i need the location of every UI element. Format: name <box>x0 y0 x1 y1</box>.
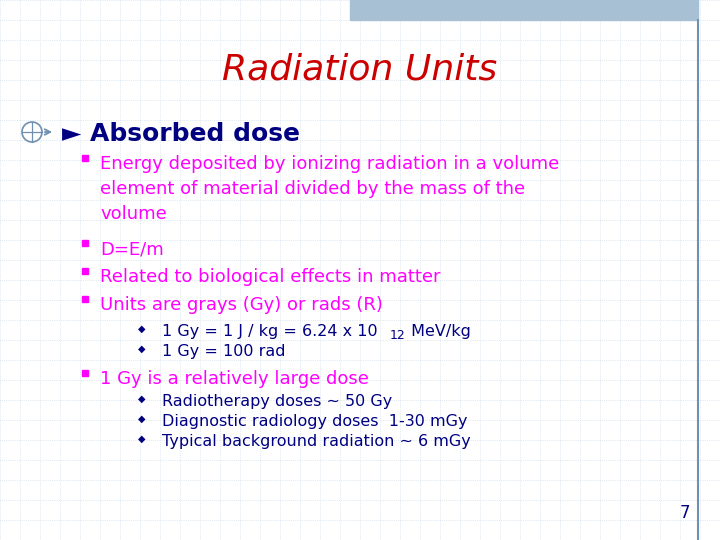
Text: D=E/m: D=E/m <box>100 240 163 258</box>
Text: ◆: ◆ <box>138 434 145 444</box>
Bar <box>82 370 88 376</box>
Text: Typical background radiation ∼ 6 mGy: Typical background radiation ∼ 6 mGy <box>162 434 471 449</box>
Text: Diagnostic radiology doses  1-30 mGy: Diagnostic radiology doses 1-30 mGy <box>162 414 467 429</box>
Text: ► Absorbed dose: ► Absorbed dose <box>62 122 300 146</box>
Bar <box>350 0 698 20</box>
Bar <box>82 155 88 161</box>
Text: Radiation Units: Radiation Units <box>222 53 498 87</box>
Bar <box>82 240 88 246</box>
Text: ◆: ◆ <box>138 344 145 354</box>
Bar <box>82 268 88 274</box>
Text: ◆: ◆ <box>138 414 145 424</box>
Text: 7: 7 <box>680 504 690 522</box>
Text: ◆: ◆ <box>138 324 145 334</box>
Text: Related to biological effects in matter: Related to biological effects in matter <box>100 268 441 286</box>
Text: ◆: ◆ <box>138 394 145 404</box>
Text: Units are grays (Gy) or rads (R): Units are grays (Gy) or rads (R) <box>100 296 383 314</box>
Text: Radiotherapy doses ∼ 50 Gy: Radiotherapy doses ∼ 50 Gy <box>162 394 392 409</box>
Text: 1 Gy = 1 J / kg = 6.24 x 10: 1 Gy = 1 J / kg = 6.24 x 10 <box>162 324 377 339</box>
Text: MeV/kg: MeV/kg <box>406 324 471 339</box>
Text: 12: 12 <box>390 329 406 342</box>
Bar <box>82 296 88 302</box>
Text: Energy deposited by ionizing radiation in a volume
element of material divided b: Energy deposited by ionizing radiation i… <box>100 155 559 223</box>
Text: 1 Gy is a relatively large dose: 1 Gy is a relatively large dose <box>100 370 369 388</box>
Text: 1 Gy = 100 rad: 1 Gy = 100 rad <box>162 344 286 359</box>
